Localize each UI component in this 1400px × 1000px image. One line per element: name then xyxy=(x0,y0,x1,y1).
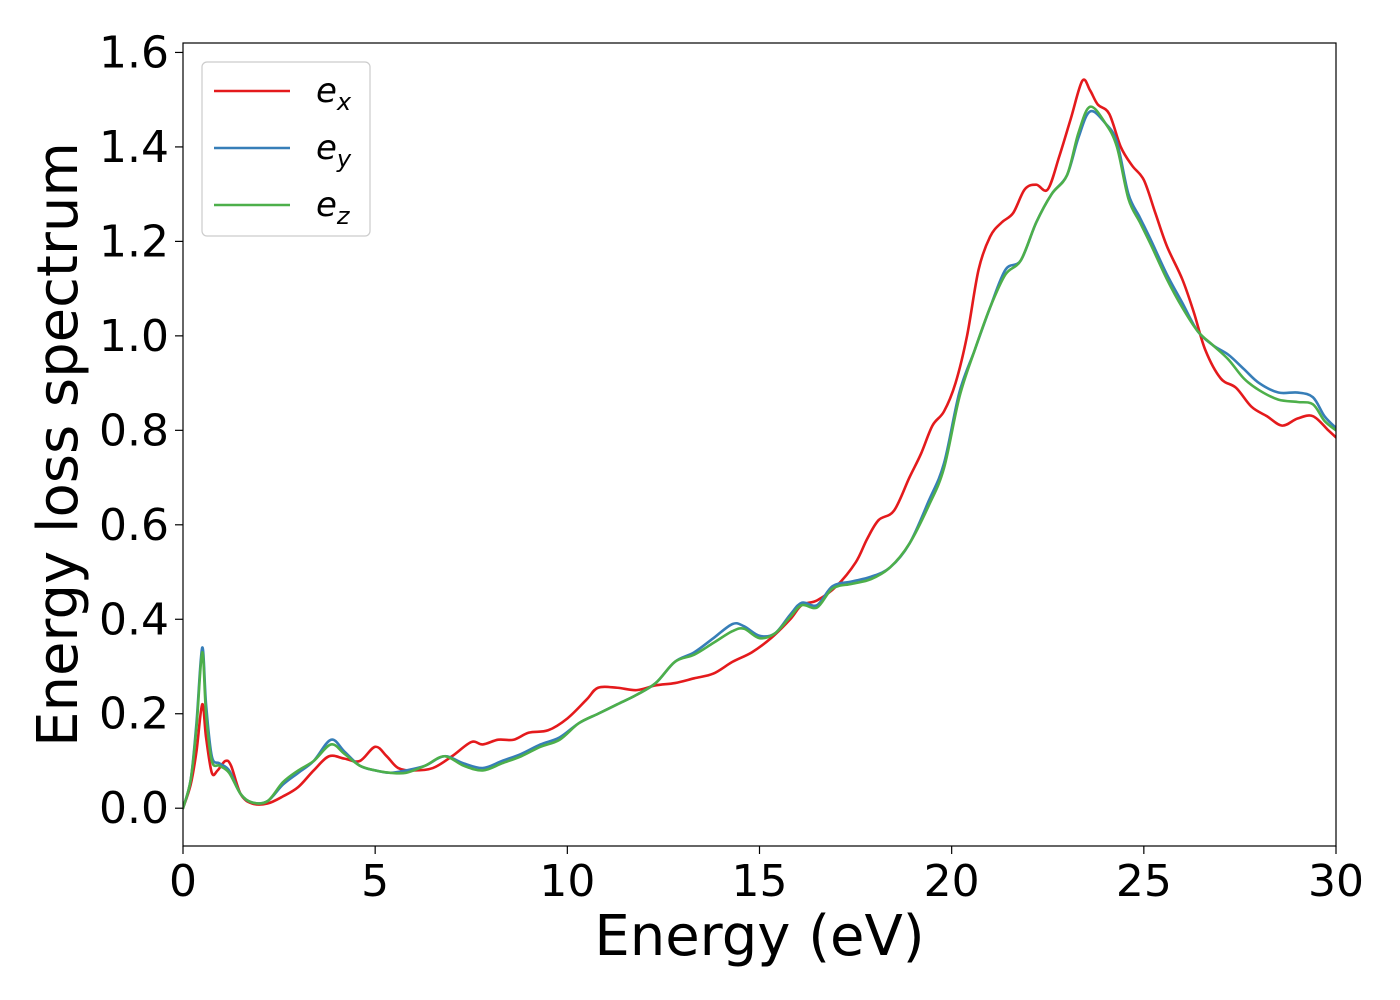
y-tick-label: 0.4 xyxy=(99,594,169,645)
x-axis-ticks: 0 5 10 15 20 25 30 xyxy=(169,846,1364,907)
x-tick-label: 15 xyxy=(732,856,788,907)
x-tick-label: 20 xyxy=(924,856,980,907)
y-tick-label: 1.0 xyxy=(99,311,169,362)
legend-entry: ey xyxy=(316,128,352,173)
x-tick-label: 10 xyxy=(539,856,595,907)
x-tick-label: 30 xyxy=(1308,856,1364,907)
legend-entry-subscript: x xyxy=(336,88,352,116)
x-tick-label: 25 xyxy=(1116,856,1172,907)
legend-entry: ex xyxy=(316,71,352,116)
y-tick-label: 0.0 xyxy=(99,783,169,834)
y-tick-label: 0.2 xyxy=(99,689,169,740)
y-tick-label: 1.4 xyxy=(99,122,169,173)
series-line-ez xyxy=(183,105,1336,810)
y-axis-ticks: 0.0 0.2 0.4 0.6 0.8 1.0 1.2 1.4 1.6 xyxy=(99,27,183,834)
legend-entry-subscript: z xyxy=(336,202,351,230)
x-tick-label: 5 xyxy=(361,856,389,907)
legend-entry-subscript: y xyxy=(336,145,352,173)
series-layer xyxy=(183,78,1336,810)
y-tick-label: 0.8 xyxy=(99,405,169,456)
y-axis-label: Energy loss spectrum xyxy=(26,142,91,747)
y-tick-label: 1.6 xyxy=(99,27,169,78)
x-axis-label: Energy (eV) xyxy=(594,904,924,969)
legend-entry: ez xyxy=(316,185,351,230)
x-tick-label: 0 xyxy=(169,856,197,907)
legend-entry-label: e xyxy=(316,128,337,168)
legend-entry-label: e xyxy=(316,185,337,225)
legend-entry-label: e xyxy=(316,71,337,111)
y-tick-label: 1.2 xyxy=(99,216,169,267)
y-tick-label: 0.6 xyxy=(99,500,169,551)
